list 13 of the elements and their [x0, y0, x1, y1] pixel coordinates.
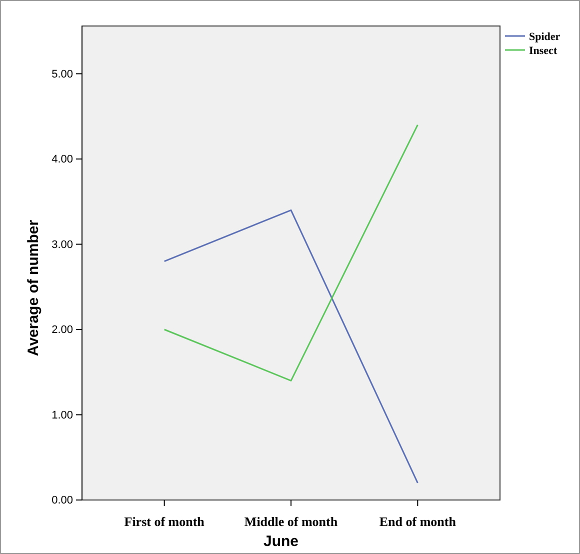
x-tick-label: Middle of month: [244, 514, 338, 529]
y-tick-label: 4.00: [52, 154, 73, 166]
legend-label: Insect: [529, 45, 558, 57]
y-tick-label: 0.00: [52, 494, 73, 507]
y-tick-label: 2.00: [52, 324, 73, 336]
y-tick-label: 5.00: [52, 68, 73, 80]
y-tick-label: 1.00: [52, 409, 73, 422]
y-axis-title: Average of number: [25, 220, 42, 356]
x-tick-label: End of month: [379, 514, 457, 529]
y-tick-label: 3.00: [52, 238, 73, 251]
x-tick-label: First of month: [124, 514, 206, 529]
legend-label: Spider: [529, 31, 560, 43]
x-axis-title: June: [263, 533, 299, 550]
